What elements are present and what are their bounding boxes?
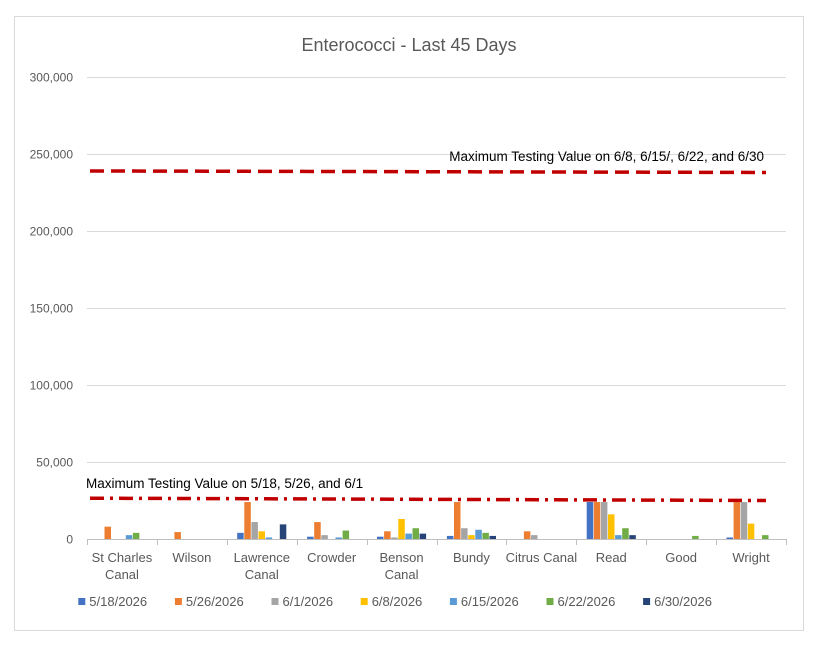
legend-swatch — [546, 598, 554, 605]
bar — [482, 532, 489, 539]
y-tick-label: 150,000 — [30, 302, 74, 316]
bar — [531, 535, 538, 539]
x-category-label: Wilson — [172, 550, 211, 565]
bar — [475, 529, 482, 539]
reference-line — [89, 496, 767, 503]
reference-line-label: Maximum Testing Value on 5/18, 5/26, and… — [86, 476, 363, 491]
y-tick-label: 0 — [66, 533, 73, 547]
bar — [523, 531, 531, 539]
bar — [747, 523, 755, 539]
bar — [461, 528, 468, 539]
bar — [104, 526, 111, 539]
bar — [762, 535, 769, 539]
legend-label: 5/26/2026 — [186, 594, 244, 609]
bar — [265, 537, 273, 539]
bar — [733, 502, 741, 539]
bar — [398, 518, 405, 539]
legend: 5/18/2026 5/26/2026 6/1/2026 6/8/2026 6/15/2… — [78, 594, 712, 609]
bar — [629, 535, 636, 539]
bar — [446, 535, 454, 539]
bar — [237, 532, 244, 539]
x-category-label: Crowder — [307, 550, 357, 565]
legend-label: 6/15/2026 — [461, 594, 519, 609]
y-axis-tick-labels: 0 50,000 100,000 150,000 200,000 250,000 300,0… — [30, 71, 74, 547]
bar — [692, 535, 699, 539]
bar — [279, 524, 287, 539]
legend-swatch — [78, 598, 86, 605]
bar — [258, 531, 265, 539]
bar — [489, 535, 496, 539]
bar — [307, 536, 314, 539]
x-category-label: St Charles Canal — [92, 550, 153, 582]
legend-swatch — [449, 598, 457, 605]
y-tick-label: 50,000 — [36, 456, 73, 470]
x-category-label: Benson Canal — [380, 550, 424, 582]
legend-label: 5/18/2026 — [89, 594, 147, 609]
bar — [314, 522, 321, 539]
bar — [726, 537, 733, 539]
legend-label: 6/1/2026 — [283, 594, 334, 609]
y-tick-label: 200,000 — [30, 225, 74, 239]
legend-swatch — [360, 598, 368, 605]
bar — [342, 530, 350, 539]
gridlines — [87, 77, 786, 540]
bar — [244, 502, 251, 539]
reference-line — [89, 169, 767, 175]
x-category-label: Read — [596, 550, 627, 565]
bar — [174, 532, 181, 539]
legend-swatch — [271, 598, 279, 605]
bars — [104, 502, 769, 539]
reference-lines: Maximum Testing Value on 6/8, 6/15/, 6/2… — [86, 149, 767, 503]
bar — [125, 535, 133, 539]
x-category-label: Lawrence Canal — [234, 550, 290, 582]
legend-label: 6/22/2026 — [558, 594, 616, 609]
bar — [740, 502, 748, 539]
chart-title: Enterococci - Last 45 Days — [301, 35, 516, 55]
legend-label: 6/8/2026 — [372, 594, 423, 609]
y-tick-label: 300,000 — [30, 71, 74, 85]
bar — [600, 502, 608, 539]
x-category-label: Citrus Canal — [506, 550, 578, 565]
bar — [132, 532, 140, 539]
reference-line-label: Maximum Testing Value on 6/8, 6/15/, 6/2… — [449, 149, 764, 164]
x-category-label: Wright — [732, 550, 770, 565]
bar — [321, 535, 328, 539]
x-category-label: Good — [665, 550, 697, 565]
legend-swatch — [643, 598, 651, 605]
bar — [384, 531, 391, 539]
bar — [335, 537, 342, 539]
bar — [608, 514, 615, 539]
bar — [586, 502, 594, 539]
bar — [251, 522, 258, 539]
bar — [622, 528, 629, 539]
bar — [405, 533, 412, 539]
bar — [454, 502, 461, 539]
bar — [593, 502, 601, 539]
legend-label: 6/30/2026 — [654, 594, 712, 609]
y-tick-label: 100,000 — [30, 379, 74, 393]
bar — [377, 536, 384, 539]
bar — [615, 535, 622, 539]
bar — [391, 537, 398, 539]
y-tick-label: 250,000 — [30, 148, 74, 162]
x-category-label: Bundy — [453, 550, 490, 565]
chart-border — [14, 16, 804, 631]
legend-swatch — [174, 598, 182, 605]
bar — [468, 535, 475, 539]
bar — [419, 533, 427, 539]
x-axis-category-labels: St Charles Canal Wilson Lawrence Canal Crowde… — [87, 539, 787, 582]
bar — [412, 528, 419, 539]
